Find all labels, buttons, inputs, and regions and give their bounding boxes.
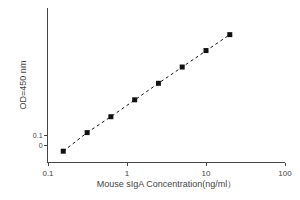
svg-text:0: 0 [39,142,43,149]
svg-text:10: 10 [202,169,211,178]
svg-text:0.1: 0.1 [42,169,54,178]
svg-text:OD=450 nm: OD=450 nm [18,61,28,110]
svg-text:0.1: 0.1 [33,132,43,139]
svg-text:100: 100 [278,169,292,178]
svg-text:Mouse sIgA Concentration(ng/ml: Mouse sIgA Concentration(ng/ml） [97,179,237,189]
svg-text:1: 1 [125,169,130,178]
